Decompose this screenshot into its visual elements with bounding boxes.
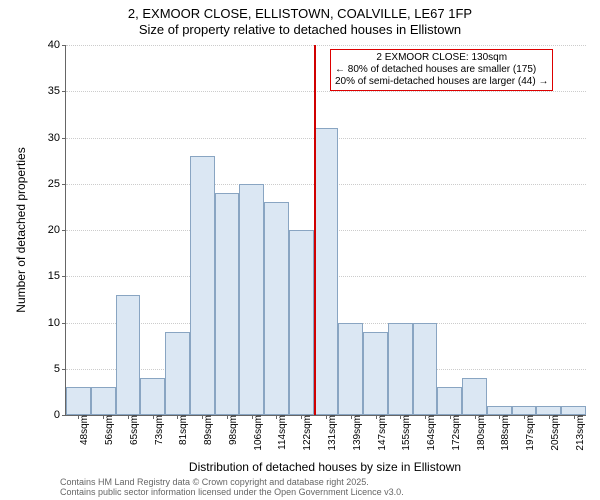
reference-line <box>314 45 316 415</box>
histogram-bar <box>314 128 339 415</box>
histogram-bar <box>190 156 215 415</box>
histogram-bar <box>487 406 512 415</box>
x-tick-label: 131sqm <box>322 415 338 451</box>
x-tick-label: 180sqm <box>471 415 487 451</box>
x-tick-label: 56sqm <box>99 415 115 445</box>
annotation-box: 2 EXMOOR CLOSE: 130sqm ← 80% of detached… <box>330 49 553 91</box>
x-tick-label: 139sqm <box>347 415 363 451</box>
histogram-bar <box>536 406 561 415</box>
y-tick-mark <box>62 369 66 370</box>
x-tick-label: 98sqm <box>223 415 239 445</box>
x-tick-label: 213sqm <box>570 415 586 451</box>
x-tick-label: 147sqm <box>372 415 388 451</box>
histogram-bar <box>363 332 388 415</box>
y-tick-mark <box>62 138 66 139</box>
footer-line2: Contains public sector information licen… <box>60 488 404 498</box>
histogram-bar <box>437 387 462 415</box>
annotation-line2: ← 80% of detached houses are smaller (17… <box>335 64 548 76</box>
histogram-bar <box>338 323 363 416</box>
histogram-bar <box>116 295 141 415</box>
histogram-bar <box>239 184 264 415</box>
footer-attribution: Contains HM Land Registry data © Crown c… <box>60 478 404 498</box>
histogram-bar <box>462 378 487 415</box>
y-tick-mark <box>62 415 66 416</box>
x-tick-label: 164sqm <box>421 415 437 451</box>
histogram-bar <box>561 406 586 415</box>
y-tick-mark <box>62 276 66 277</box>
x-tick-label: 114sqm <box>272 415 288 450</box>
x-tick-label: 48sqm <box>74 415 90 445</box>
histogram-bar <box>66 387 91 415</box>
chart-title-line1: 2, EXMOOR CLOSE, ELLISTOWN, COALVILLE, L… <box>0 6 600 21</box>
x-tick-label: 197sqm <box>520 415 536 451</box>
chart-container: 2, EXMOOR CLOSE, ELLISTOWN, COALVILLE, L… <box>0 0 600 500</box>
plot-area: 051015202530354048sqm56sqm65sqm73sqm81sq… <box>65 45 586 416</box>
histogram-bar <box>413 323 438 416</box>
gridline <box>66 45 586 46</box>
y-tick-mark <box>62 230 66 231</box>
histogram-bar <box>140 378 165 415</box>
histogram-bar <box>289 230 314 415</box>
y-tick-mark <box>62 323 66 324</box>
x-tick-label: 172sqm <box>446 415 462 451</box>
x-tick-label: 65sqm <box>124 415 140 445</box>
y-tick-mark <box>62 45 66 46</box>
x-tick-label: 122sqm <box>297 415 313 451</box>
x-axis-label: Distribution of detached houses by size … <box>65 460 585 474</box>
histogram-bar <box>264 202 289 415</box>
gridline <box>66 91 586 92</box>
histogram-bar <box>388 323 413 416</box>
histogram-bar <box>215 193 240 415</box>
x-tick-label: 81sqm <box>173 415 189 445</box>
x-tick-label: 205sqm <box>545 415 561 451</box>
x-tick-label: 106sqm <box>248 415 264 451</box>
chart-title-line2: Size of property relative to detached ho… <box>0 22 600 37</box>
x-tick-label: 188sqm <box>495 415 511 451</box>
annotation-line1: 2 EXMOOR CLOSE: 130sqm <box>335 52 548 64</box>
x-tick-label: 155sqm <box>396 415 412 451</box>
histogram-bar <box>165 332 190 415</box>
x-tick-label: 89sqm <box>198 415 214 445</box>
histogram-bar <box>91 387 116 415</box>
y-axis-label: Number of detached properties <box>14 147 28 312</box>
annotation-line3: 20% of semi-detached houses are larger (… <box>335 76 548 88</box>
y-tick-mark <box>62 184 66 185</box>
x-tick-label: 73sqm <box>149 415 165 445</box>
histogram-bar <box>512 406 537 415</box>
y-tick-mark <box>62 91 66 92</box>
